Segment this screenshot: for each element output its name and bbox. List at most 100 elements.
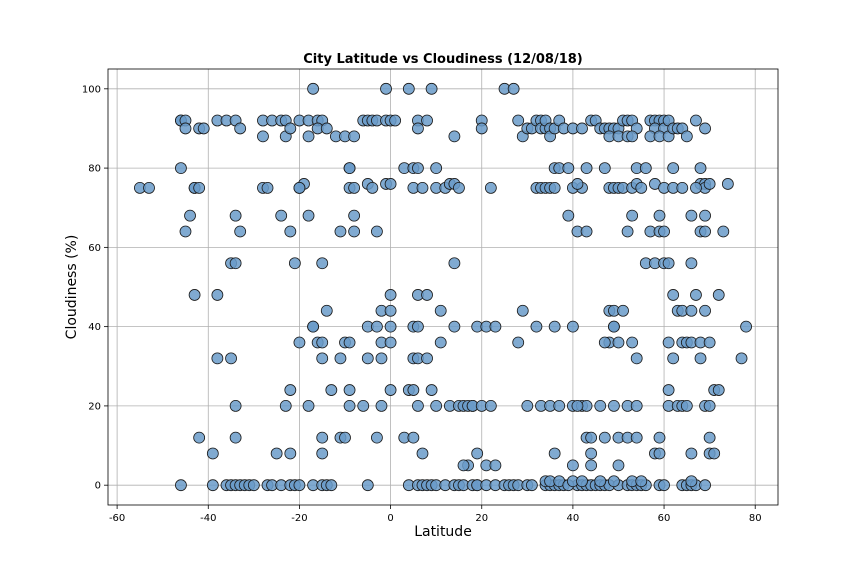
data-point <box>270 447 283 460</box>
data-point <box>699 225 711 238</box>
data-point <box>339 431 351 444</box>
data-point <box>484 182 497 194</box>
data-point <box>293 336 306 349</box>
data-point <box>225 352 237 365</box>
data-point <box>598 162 611 174</box>
data-point <box>229 257 242 270</box>
data-point <box>685 304 698 317</box>
data-point <box>193 182 206 194</box>
data-point <box>571 400 584 412</box>
data-point <box>703 400 716 412</box>
data-point <box>703 336 716 349</box>
data-point <box>316 257 329 270</box>
data-point <box>653 447 666 460</box>
data-point <box>594 400 607 412</box>
data-point <box>566 459 579 472</box>
x-tick-label: 20 <box>475 513 488 524</box>
data-point <box>402 82 415 95</box>
data-point <box>685 447 698 460</box>
data-point <box>448 257 461 270</box>
data-point <box>384 320 397 333</box>
data-point <box>234 122 247 135</box>
data-point <box>553 400 566 412</box>
data-point <box>639 162 652 174</box>
data-point <box>667 289 680 301</box>
data-point <box>284 384 297 396</box>
data-point <box>375 400 388 412</box>
data-point <box>566 320 579 333</box>
data-point <box>284 225 297 238</box>
data-point <box>343 400 356 412</box>
data-point <box>608 320 620 333</box>
data-point <box>348 130 361 143</box>
data-point <box>348 225 361 238</box>
data-point <box>302 209 315 222</box>
data-point <box>384 304 397 317</box>
data-point <box>197 122 210 135</box>
data-point <box>343 162 356 174</box>
data-point <box>334 225 347 238</box>
y-tick-label: 0 <box>95 481 101 492</box>
data-point <box>371 225 383 238</box>
data-point <box>384 178 397 190</box>
x-tick-label: -60 <box>109 513 125 524</box>
data-point <box>653 209 666 222</box>
data-point <box>548 447 561 460</box>
data-point <box>412 162 424 174</box>
data-point <box>361 352 374 365</box>
data-point <box>457 459 470 472</box>
data-point <box>608 400 620 412</box>
data-point <box>325 479 338 492</box>
data-point <box>184 209 196 222</box>
data-point <box>316 431 329 444</box>
data-point <box>288 257 301 270</box>
data-point <box>416 182 429 194</box>
data-point <box>608 475 620 488</box>
data-point <box>380 82 392 95</box>
data-point <box>316 447 329 460</box>
data-point <box>484 400 497 412</box>
data-point <box>585 459 598 472</box>
data-point <box>316 336 329 349</box>
data-point <box>680 130 693 143</box>
data-point <box>685 475 698 488</box>
x-axis-label: Latitude <box>414 524 472 540</box>
data-point <box>489 320 502 333</box>
x-tick-label: 40 <box>567 513 580 524</box>
x-tick-label: 0 <box>387 513 393 524</box>
data-point <box>585 431 598 444</box>
data-point <box>594 475 607 488</box>
data-point <box>690 182 702 194</box>
data-point <box>512 114 525 127</box>
data-point <box>489 459 502 472</box>
data-point <box>658 225 670 238</box>
y-axis-label: Cloudiness (%) <box>64 235 80 340</box>
data-point <box>721 178 734 190</box>
data-point <box>430 400 443 412</box>
data-point <box>434 336 447 349</box>
data-point <box>211 289 224 301</box>
data-point <box>366 182 379 194</box>
data-point <box>576 475 588 488</box>
data-point <box>279 400 292 412</box>
data-point <box>175 162 187 174</box>
data-point <box>703 178 716 190</box>
data-point <box>626 130 639 143</box>
data-point <box>302 400 315 412</box>
data-point <box>580 162 593 174</box>
data-point <box>548 320 561 333</box>
data-point <box>667 162 680 174</box>
x-tick-label: 60 <box>658 513 671 524</box>
data-point <box>229 431 242 444</box>
y-tick-label: 20 <box>88 401 101 412</box>
data-point <box>384 289 397 301</box>
data-point <box>521 400 534 412</box>
data-point <box>348 182 361 194</box>
data-point <box>635 475 648 488</box>
data-point <box>694 162 707 174</box>
data-point <box>562 209 575 222</box>
data-point <box>229 209 242 222</box>
data-point <box>612 336 625 349</box>
data-point <box>635 182 648 194</box>
data-point <box>685 257 698 270</box>
